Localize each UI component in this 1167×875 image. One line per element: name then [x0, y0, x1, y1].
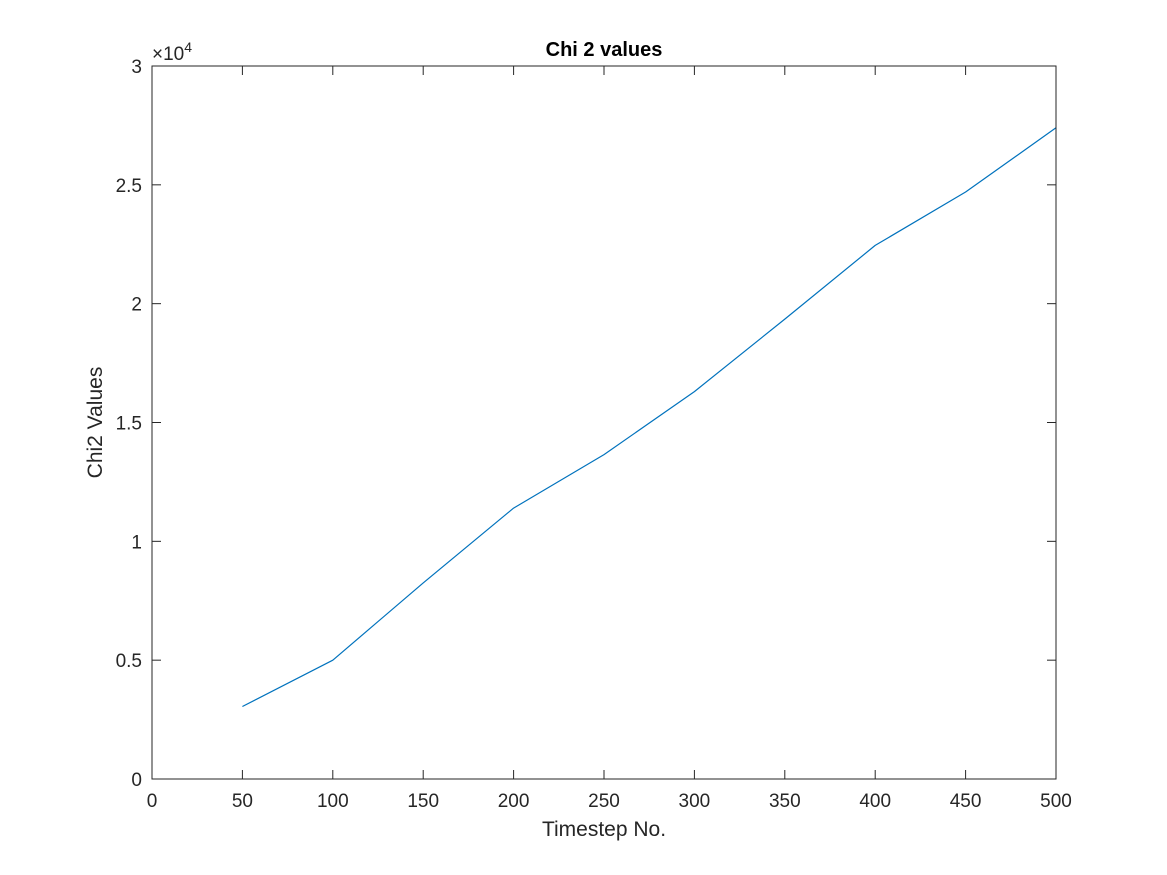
- x-tick-label: 500: [1040, 791, 1072, 812]
- x-tick-label: 250: [588, 791, 620, 812]
- x-tick-label: 150: [407, 791, 439, 812]
- x-tick-label: 350: [769, 791, 801, 812]
- y-axis-label: Chi2 Values: [84, 367, 107, 479]
- series-line: [242, 127, 1057, 708]
- y-tick-label: 0: [131, 770, 142, 791]
- y-tick-label: 2: [131, 295, 142, 316]
- y-tick-labels: 0 0.5 1 1.5 2 2.5 3: [116, 57, 142, 791]
- y-tick-label: 0.5: [116, 651, 142, 672]
- y-tick-label: 1: [131, 532, 142, 553]
- x-tick-label: 200: [498, 791, 530, 812]
- y-axis-multiplier-base: ×10: [152, 44, 184, 65]
- x-tick-label: 100: [317, 791, 349, 812]
- chart-title: Chi 2 values: [546, 39, 663, 61]
- axis-ticks: [151, 65, 1057, 780]
- y-axis-multiplier-exponent: 4: [184, 39, 192, 55]
- axes-box: [151, 65, 1057, 780]
- y-tick-label: 2.5: [116, 176, 142, 197]
- x-tick-label: 0: [147, 791, 158, 812]
- x-tick-label: 50: [232, 791, 253, 812]
- y-tick-label: 1.5: [116, 414, 142, 435]
- x-axis-label: Timestep No.: [542, 818, 666, 841]
- x-tick-label: 300: [679, 791, 711, 812]
- y-axis-multiplier: ×104: [152, 39, 192, 65]
- x-tick-labels: 0 50 100 150 200 250 300 350 400 450 500: [147, 791, 1072, 812]
- series-layer: [242, 127, 1057, 708]
- x-tick-label: 400: [859, 791, 891, 812]
- x-tick-label: 450: [950, 791, 982, 812]
- y-tick-label: 3: [131, 57, 142, 78]
